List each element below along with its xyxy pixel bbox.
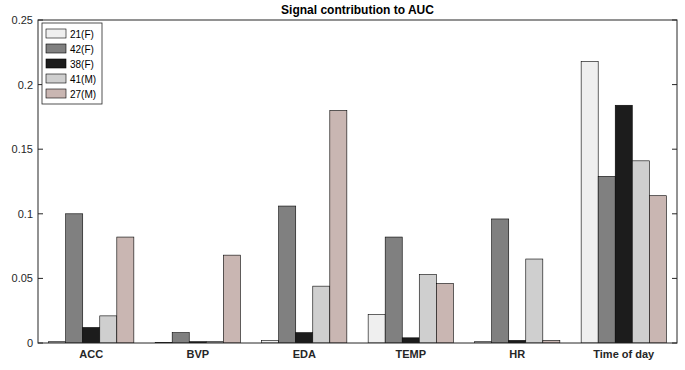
bar <box>419 275 436 343</box>
bar <box>330 110 347 343</box>
bar <box>100 316 117 343</box>
legend-swatch <box>46 44 66 53</box>
y-tick <box>38 213 43 214</box>
bars <box>49 61 667 343</box>
y-tick <box>38 149 43 150</box>
bar <box>66 214 83 343</box>
x-tick-label: BVP <box>186 348 209 360</box>
bar <box>223 255 240 343</box>
y-tick-label: 0.25 <box>12 14 33 26</box>
y-tick-label: 0.05 <box>12 272 33 284</box>
bar <box>402 338 419 343</box>
x-tick-label: HR <box>509 348 525 360</box>
bar <box>632 161 649 343</box>
bar <box>649 196 666 343</box>
bar <box>368 315 385 343</box>
bar <box>615 105 632 343</box>
bar <box>492 219 509 343</box>
bar <box>117 237 134 343</box>
legend-swatch <box>46 74 66 83</box>
y-tick-right <box>672 20 677 21</box>
legend-label: 27(M) <box>70 89 96 100</box>
legend-label: 21(F) <box>70 29 94 40</box>
title: Signal contribution to AUC <box>281 3 434 17</box>
legend-box <box>42 23 102 104</box>
bar <box>296 333 313 343</box>
y-tick-right <box>672 278 677 279</box>
bar <box>598 176 615 343</box>
bar <box>526 259 543 343</box>
y-tick-label: 0.15 <box>12 143 33 155</box>
y-tick-label: 0.2 <box>18 79 33 91</box>
chart: 0 0.05 0.1 0.15 0.2 0.25 ACC BVP EDA TEMP HR Time o… <box>0 0 685 370</box>
plot-frame <box>38 20 677 343</box>
y-tick-label: 0 <box>27 337 33 349</box>
y-tick-right <box>672 213 677 214</box>
x-tick-label: EDA <box>293 348 316 360</box>
legend-swatch <box>46 59 66 68</box>
y-tick-right <box>672 84 677 85</box>
bar <box>436 284 453 343</box>
x-tick-label: Time of day <box>593 348 655 360</box>
bar <box>172 333 189 343</box>
bar <box>313 286 330 343</box>
y-tick <box>38 278 43 279</box>
y-tick <box>38 343 43 344</box>
legend: 21(F) 42(F) 38(F) 41(M) 27(M) <box>42 23 102 104</box>
plot-bg <box>38 20 677 343</box>
bar <box>83 327 100 343</box>
bar <box>279 206 296 343</box>
legend-label: 42(F) <box>70 44 94 55</box>
bar <box>581 61 598 343</box>
legend-label: 38(F) <box>70 59 94 70</box>
bar <box>385 237 402 343</box>
y-tick-right <box>672 149 677 150</box>
legend-swatch <box>46 89 66 98</box>
y-tick-label: 0.1 <box>18 208 33 220</box>
x-tick-label: TEMP <box>395 348 426 360</box>
y-tick <box>38 20 43 21</box>
legend-swatch <box>46 29 66 38</box>
legend-label: 41(M) <box>70 74 96 85</box>
y-tick-right <box>672 343 677 344</box>
x-tick-label: ACC <box>79 348 103 360</box>
